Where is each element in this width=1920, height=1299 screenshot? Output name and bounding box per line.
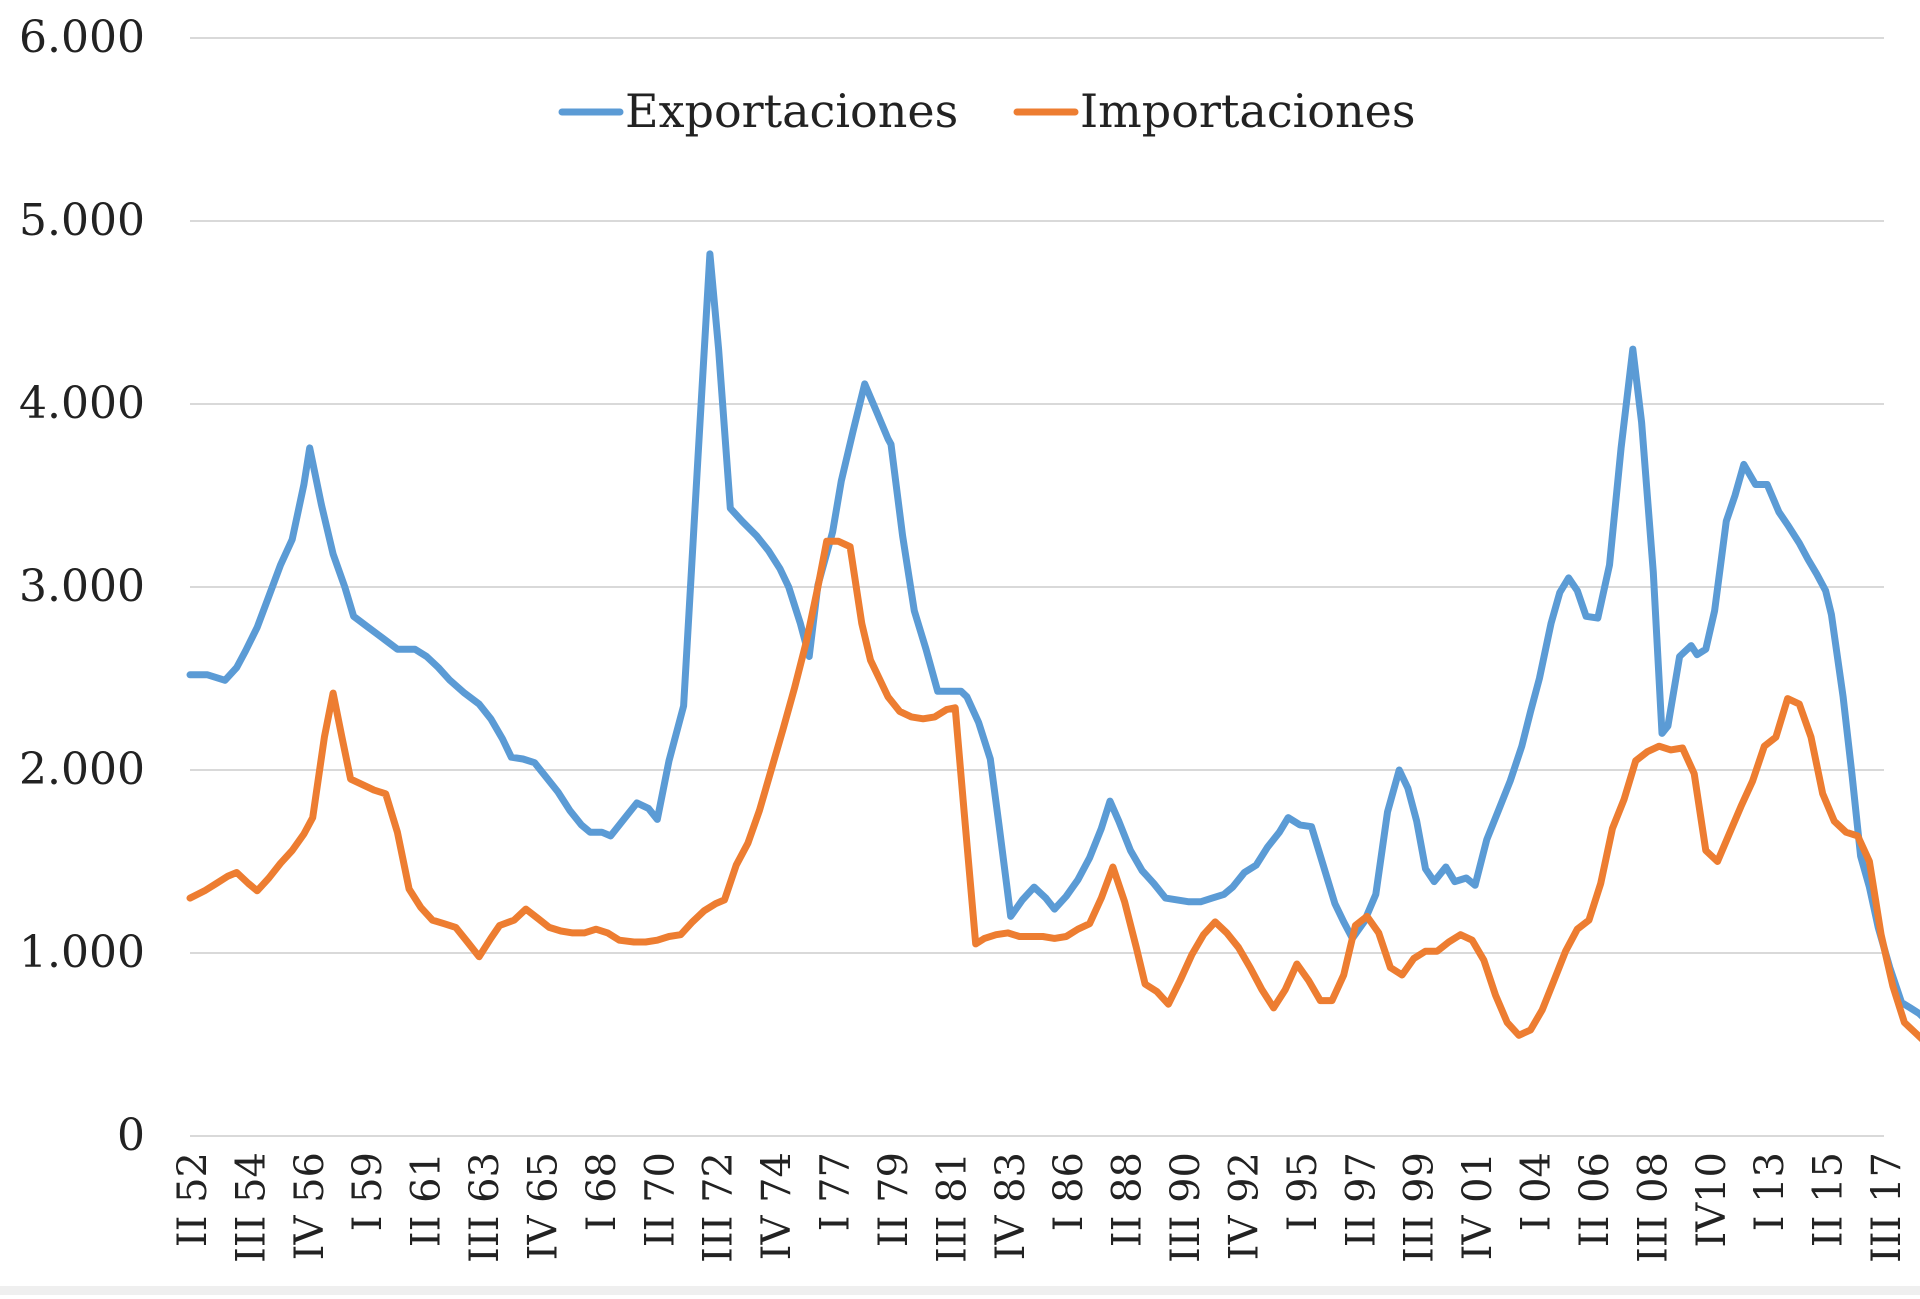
series-lines bbox=[186, 250, 1920, 1042]
y-axis: 0 1.000 2.000 3.000 4.000 5.000 6.000 bbox=[19, 12, 145, 1161]
series-line-importaciones bbox=[186, 537, 1920, 1042]
y-tick-label: 1.000 bbox=[19, 927, 145, 978]
x-tick-label: III 90 bbox=[1163, 1152, 1209, 1263]
x-tick-label: IV 83 bbox=[988, 1152, 1034, 1260]
x-tick-label: I 59 bbox=[345, 1152, 391, 1231]
legend-label-exportaciones: Exportaciones bbox=[625, 84, 958, 138]
y-tick-label: 6.000 bbox=[19, 12, 145, 63]
x-tick-label: IV 65 bbox=[520, 1152, 566, 1260]
x-tick-label: II 61 bbox=[404, 1152, 450, 1247]
x-tick-label: II 70 bbox=[637, 1152, 683, 1247]
x-tick-label: IV 01 bbox=[1455, 1152, 1501, 1260]
y-tick-label: 0 bbox=[117, 1110, 145, 1161]
x-tick-label: IV10 bbox=[1689, 1152, 1735, 1248]
x-tick-label: III 17 bbox=[1864, 1152, 1910, 1263]
y-tick-label: 3.000 bbox=[19, 561, 145, 612]
x-tick-label: I 77 bbox=[813, 1152, 859, 1231]
legend: Exportaciones Importaciones bbox=[558, 84, 1415, 138]
x-tick-label: III 81 bbox=[929, 1152, 975, 1263]
x-tick-label: III 72 bbox=[696, 1152, 742, 1263]
x-tick-label: IV 74 bbox=[754, 1152, 800, 1260]
legend-label-importaciones: Importaciones bbox=[1080, 84, 1415, 138]
x-tick-label: II 79 bbox=[871, 1152, 917, 1247]
y-tick-label: 2.000 bbox=[19, 744, 145, 795]
x-tick-label: IV 92 bbox=[1221, 1152, 1267, 1260]
x-tick-label: II 88 bbox=[1105, 1152, 1151, 1247]
x-axis: II 52 III 54 IV 56 I 59 II 61 III 63 IV 65 I 68… bbox=[170, 1152, 1910, 1263]
x-tick-label: I 95 bbox=[1280, 1152, 1326, 1231]
x-tick-label: III 63 bbox=[462, 1152, 508, 1263]
x-tick-label: I 13 bbox=[1747, 1152, 1793, 1231]
bottom-border bbox=[0, 1286, 1920, 1295]
y-tick-label: 5.000 bbox=[19, 195, 145, 246]
x-tick-label: I 86 bbox=[1046, 1152, 1092, 1231]
x-tick-label: I 68 bbox=[579, 1152, 625, 1231]
x-tick-label: II 06 bbox=[1572, 1152, 1618, 1247]
y-tick-label: 4.000 bbox=[19, 378, 145, 429]
x-tick-label: III 99 bbox=[1397, 1152, 1443, 1263]
x-tick-label: II 15 bbox=[1806, 1152, 1852, 1247]
x-tick-label: II 97 bbox=[1338, 1152, 1384, 1247]
series-line-exportaciones bbox=[186, 250, 1920, 1020]
gridlines bbox=[190, 37, 1884, 1137]
x-tick-label: III 54 bbox=[228, 1152, 274, 1263]
x-tick-label: IV 56 bbox=[287, 1152, 333, 1260]
x-tick-label: I 04 bbox=[1514, 1152, 1560, 1231]
x-tick-label: III 08 bbox=[1630, 1152, 1676, 1263]
x-tick-label: II 52 bbox=[170, 1152, 216, 1247]
